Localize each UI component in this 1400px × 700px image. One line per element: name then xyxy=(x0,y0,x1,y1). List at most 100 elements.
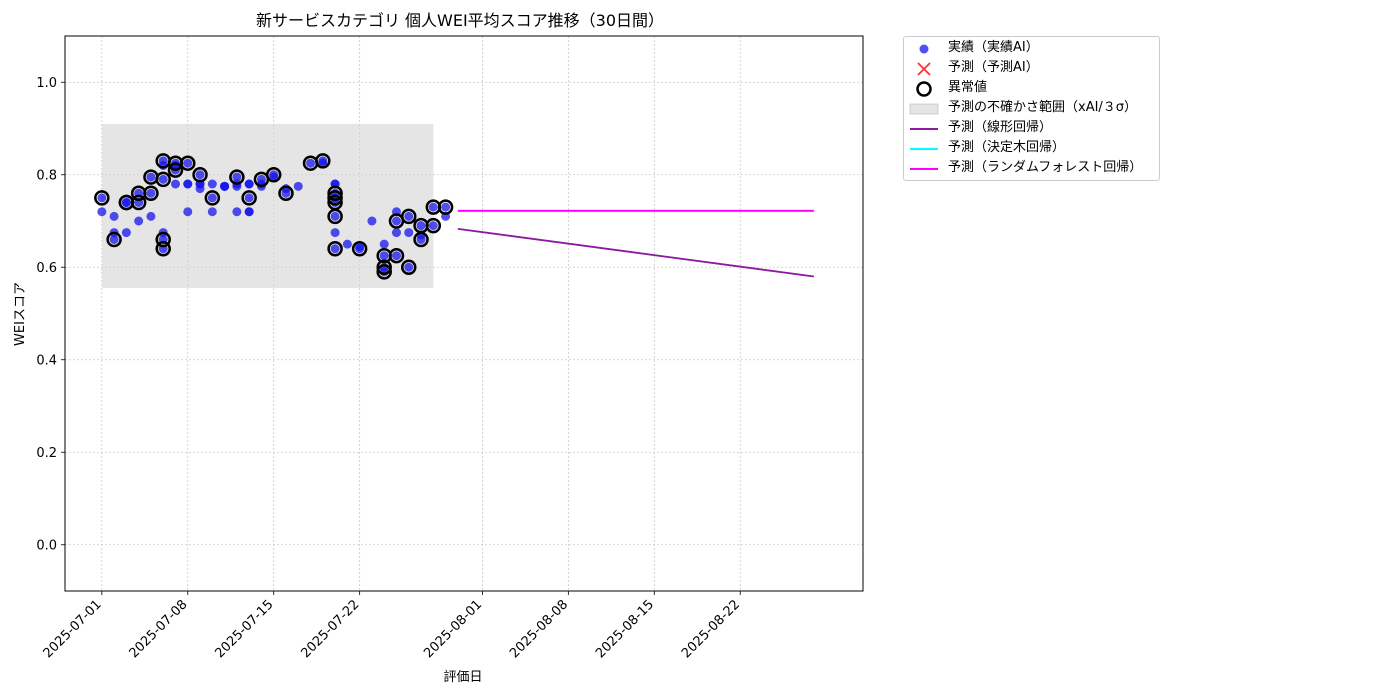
outlier-ring xyxy=(327,208,343,225)
data-point xyxy=(207,193,217,203)
data-point xyxy=(183,158,193,168)
outlier-ring xyxy=(425,217,442,234)
data-point xyxy=(441,202,451,212)
magenta-line-icon xyxy=(910,168,938,170)
data-point xyxy=(330,228,340,238)
data-point xyxy=(207,179,217,189)
data-point xyxy=(330,211,340,221)
outlier-ring xyxy=(130,194,147,211)
data-point xyxy=(330,244,340,254)
y-tick-label: 1.0 xyxy=(36,76,57,91)
outlier-ring xyxy=(155,231,171,248)
forecast-lines xyxy=(457,209,815,278)
data-point xyxy=(109,211,119,221)
outlier-ring xyxy=(376,259,392,275)
data-point xyxy=(232,207,242,217)
legend-label-tree: 予測（決定木回帰） xyxy=(948,140,1066,155)
data-point xyxy=(281,188,291,198)
legend-item-outlier: 異常値 xyxy=(904,78,1159,98)
legend-label-actual: 実績（実績AI） xyxy=(948,40,1039,55)
data-point xyxy=(256,174,266,184)
legend-item-actual: 実績（実績AI） xyxy=(904,38,1159,58)
data-point xyxy=(97,207,107,217)
data-point xyxy=(404,211,414,221)
x-tick-label: 2025-08-08 xyxy=(507,597,571,661)
data-point xyxy=(391,228,401,238)
data-point xyxy=(146,188,156,198)
outlier-ring xyxy=(401,259,417,275)
outlier-ring xyxy=(315,153,331,169)
outlier-rings xyxy=(94,153,454,280)
legend-item-linear: 予測（線形回帰） xyxy=(904,118,1159,138)
y-tick-label: 0.0 xyxy=(36,538,57,553)
outlier-ring xyxy=(241,190,257,206)
outlier-ring xyxy=(143,185,159,201)
x-tick-label: 2025-08-01 xyxy=(421,597,485,661)
data-point xyxy=(416,221,426,231)
outlier-ring xyxy=(265,167,282,183)
data-point xyxy=(428,202,438,212)
data-point xyxy=(404,262,414,272)
data-point xyxy=(146,211,156,221)
data-point xyxy=(391,251,401,261)
outlier-ring xyxy=(192,167,208,183)
x-tick-label: 2025-07-08 xyxy=(127,597,191,661)
x-tick-label: 2025-08-22 xyxy=(679,597,743,661)
outlier-ring xyxy=(376,264,392,280)
data-point xyxy=(244,193,254,203)
legend-label-outlier: 異常値 xyxy=(948,80,988,95)
outlier-ring xyxy=(327,185,343,201)
red-x-icon xyxy=(917,62,931,76)
data-point xyxy=(269,172,279,182)
outlier-ring xyxy=(106,231,122,248)
outlier-ring xyxy=(180,155,196,171)
x-axis-ticks: 2025-07-01 2025-07-08 2025-07-15 2025-07-22… xyxy=(41,591,743,661)
data-point xyxy=(379,239,389,249)
data-point xyxy=(342,239,352,249)
x-tick-label: 2025-08-15 xyxy=(593,597,657,661)
purple-line-icon xyxy=(910,128,938,130)
plot-frame xyxy=(64,35,864,592)
legend-item-prediction: 予測（予測AI） xyxy=(904,58,1159,78)
legend-item-forest: 予測（ランダムフォレスト回帰） xyxy=(904,158,1159,178)
x-axis-label: 評価日 xyxy=(443,670,482,685)
uncertainty-band xyxy=(101,123,434,289)
outlier-ring xyxy=(327,241,343,257)
y-tick-label: 0.8 xyxy=(36,168,57,183)
outlier-ring xyxy=(167,162,184,178)
outlier-ring xyxy=(327,190,343,206)
legend: 実績（実績AI） 予測（予測AI） 異常値 予測の不確かさ範囲（xAI/３σ） … xyxy=(903,36,1160,181)
data-point xyxy=(158,174,168,184)
data-point xyxy=(404,228,414,238)
data-point xyxy=(183,179,193,189)
outlier-ring xyxy=(388,247,405,264)
outlier-ring xyxy=(401,208,417,225)
gray-band-icon xyxy=(909,103,939,115)
y-axis-label: WEIスコア xyxy=(13,282,28,346)
data-point xyxy=(109,235,119,244)
data-point xyxy=(121,198,131,207)
legend-item-tree: 予測（決定木回帰） xyxy=(904,138,1159,158)
data-point xyxy=(170,179,180,189)
data-point xyxy=(146,172,156,182)
outlier-ring xyxy=(437,199,454,215)
chart-title: 新サービスカテゴリ 個人WEI平均スコア推移（30日間） xyxy=(256,11,664,30)
data-point xyxy=(367,216,377,226)
x-tick-label: 2025-07-15 xyxy=(212,597,276,661)
data-point xyxy=(244,207,254,217)
data-point xyxy=(306,158,316,168)
y-tick-label: 0.6 xyxy=(36,261,57,276)
data-point xyxy=(207,207,217,217)
uncertainty-band-rect xyxy=(101,123,434,289)
outlier-ring xyxy=(278,185,294,201)
cyan-line-icon xyxy=(910,148,938,150)
data-point xyxy=(428,221,438,231)
x-tick-label: 2025-07-01 xyxy=(41,597,105,661)
legend-label-linear: 予測（線形回帰） xyxy=(948,120,1053,135)
data-point xyxy=(318,158,328,168)
data-point xyxy=(232,172,242,182)
data-point xyxy=(244,179,254,189)
data-point xyxy=(220,181,230,191)
data-point xyxy=(183,207,193,217)
legend-label-prediction: 予測（予測AI） xyxy=(948,60,1039,75)
